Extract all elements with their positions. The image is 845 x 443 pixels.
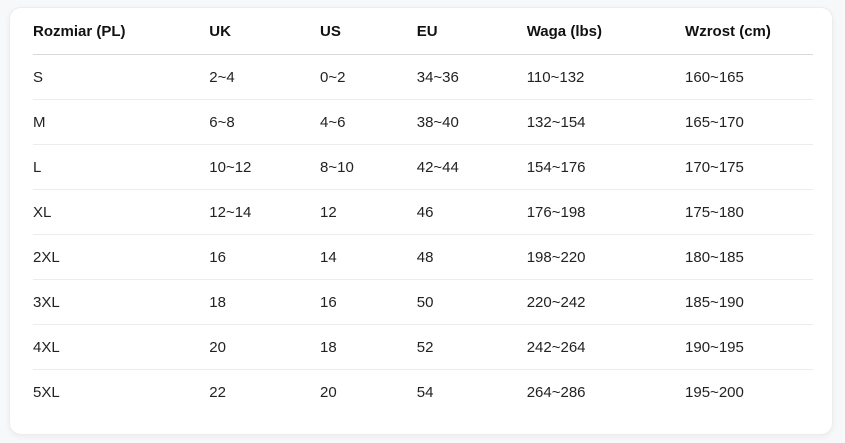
cell-uk: 2~4 [209,54,321,100]
size-chart-table: Rozmiar (PL) UK US EU Waga (lbs) Wzrost … [33,8,813,414]
cell-eu: 42~44 [416,144,527,190]
cell-uk: 18 [209,279,321,325]
cell-waga: 132~154 [526,99,686,145]
cell-eu: 50 [416,279,527,325]
column-header-wzrost-cm: Wzrost (cm) [685,8,813,55]
cell-size: L [33,144,210,190]
cell-eu: 52 [416,324,527,370]
column-header-uk: UK [209,8,321,55]
cell-size: 2XL [33,234,210,280]
cell-size: 3XL [33,279,210,325]
cell-us: 18 [320,324,417,370]
cell-eu: 48 [416,234,527,280]
cell-eu: 34~36 [416,54,527,100]
cell-wzrost: 190~195 [685,324,813,370]
table-row-3xl: 3XL 18 16 50 220~242 185~190 [33,279,813,325]
cell-us: 14 [320,234,417,280]
cell-wzrost: 180~185 [685,234,813,280]
cell-uk: 20 [209,324,321,370]
cell-size: S [33,54,210,100]
cell-wzrost: 165~170 [685,99,813,145]
table-row-4xl: 4XL 20 18 52 242~264 190~195 [33,324,813,370]
size-chart-card: Rozmiar (PL) UK US EU Waga (lbs) Wzrost … [9,7,833,435]
cell-us: 20 [320,383,337,401]
cell-wzrost: 170~175 [685,144,813,190]
cell-waga: 110~132 [526,54,686,100]
cell-uk: 16 [209,234,321,280]
table-row-2xl: 2XL 16 14 48 198~220 180~185 [33,234,813,280]
cell-uk: 22 [209,383,226,401]
table-row-l: L 10~12 8~10 42~44 154~176 170~175 [33,144,813,190]
cell-wzrost: 195~200 [685,383,744,401]
cell-uk: 12~14 [209,189,321,235]
table-row-xl: XL 12~14 12 46 176~198 175~180 [33,189,813,235]
table-row-5xl: 5XL 22 20 54 264~286 195~200 [33,370,813,415]
cell-waga: 176~198 [526,189,686,235]
cell-wzrost: 185~190 [685,279,813,325]
cell-uk: 6~8 [209,99,321,145]
column-header-rozmiar-pl: Rozmiar (PL) [33,8,210,55]
cell-eu: 38~40 [416,99,527,145]
table-row-s: S 2~4 0~2 34~36 110~132 160~165 [33,54,813,100]
column-header-eu: EU [416,8,527,55]
cell-us: 12 [320,189,417,235]
column-header-us: US [320,8,417,55]
cell-wzrost: 175~180 [685,189,813,235]
cell-size: M [33,99,210,145]
cell-waga: 242~264 [526,324,686,370]
table-row-m: M 6~8 4~6 38~40 132~154 165~170 [33,99,813,145]
cell-size: 4XL [33,324,210,370]
table-header: Rozmiar (PL) UK US EU Waga (lbs) Wzrost … [33,8,813,55]
column-header-waga-lbs: Waga (lbs) [526,8,686,55]
cell-us: 8~10 [320,144,417,190]
cell-eu: 46 [416,189,527,235]
cell-waga: 220~242 [526,279,686,325]
cell-eu: 54 [416,383,434,401]
cell-size: XL [33,189,210,235]
table-body: S 2~4 0~2 34~36 110~132 160~165 M 6~8 4~… [33,54,813,415]
cell-waga: 154~176 [526,144,686,190]
cell-size: 5XL [33,383,60,401]
cell-uk: 10~12 [209,144,321,190]
cell-us: 0~2 [320,54,417,100]
cell-waga: 264~286 [526,383,586,401]
cell-us: 4~6 [320,99,417,145]
header-row: Rozmiar (PL) UK US EU Waga (lbs) Wzrost … [33,8,813,55]
cell-wzrost: 160~165 [685,54,813,100]
cell-us: 16 [320,279,417,325]
cell-waga: 198~220 [526,234,686,280]
